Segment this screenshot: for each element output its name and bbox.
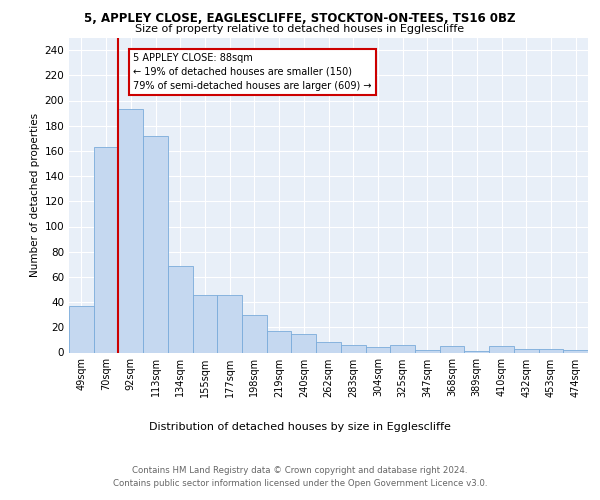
Bar [267, 331, 292, 352]
Text: 5, APPLEY CLOSE, EAGLESCLIFFE, STOCKTON-ON-TEES, TS16 0BZ: 5, APPLEY CLOSE, EAGLESCLIFFE, STOCKTON-… [84, 12, 516, 26]
Bar [464, 351, 489, 352]
Text: Contains HM Land Registry data © Crown copyright and database right 2024.: Contains HM Land Registry data © Crown c… [132, 466, 468, 475]
Bar [69, 306, 94, 352]
Text: Size of property relative to detached houses in Egglescliffe: Size of property relative to detached ho… [136, 24, 464, 34]
Text: 5 APPLEY CLOSE: 88sqm
← 19% of detached houses are smaller (150)
79% of semi-det: 5 APPLEY CLOSE: 88sqm ← 19% of detached … [133, 52, 372, 90]
Bar [168, 266, 193, 352]
Bar [292, 334, 316, 352]
Bar [316, 342, 341, 352]
Bar [193, 294, 217, 352]
Text: Distribution of detached houses by size in Egglescliffe: Distribution of detached houses by size … [149, 422, 451, 432]
Bar [242, 314, 267, 352]
Bar [143, 136, 168, 352]
Bar [390, 345, 415, 352]
Y-axis label: Number of detached properties: Number of detached properties [30, 113, 40, 277]
Bar [539, 348, 563, 352]
Bar [489, 346, 514, 352]
Bar [563, 350, 588, 352]
Bar [440, 346, 464, 352]
Bar [341, 345, 365, 352]
Text: Contains public sector information licensed under the Open Government Licence v3: Contains public sector information licen… [113, 479, 487, 488]
Bar [217, 294, 242, 352]
Bar [514, 348, 539, 352]
Bar [94, 147, 118, 352]
Bar [365, 348, 390, 352]
Bar [118, 110, 143, 352]
Bar [415, 350, 440, 352]
